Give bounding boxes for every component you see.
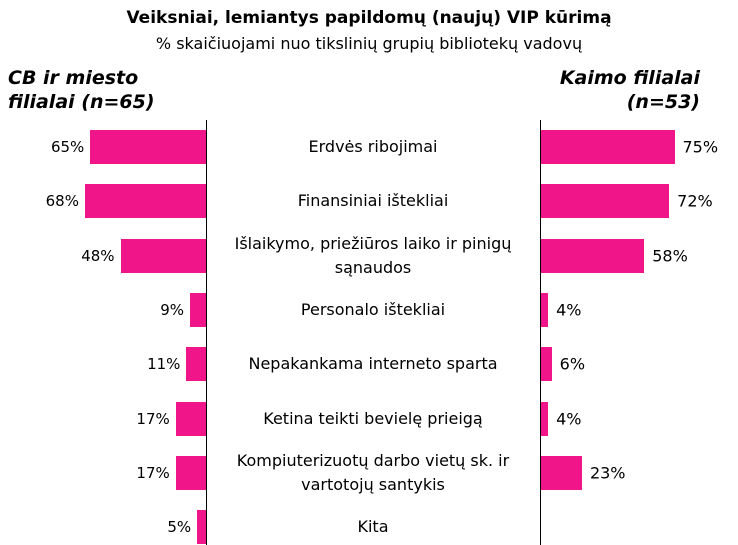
chart-title: Veiksniai, lemiantys papildomų (naujų) V…	[126, 8, 612, 28]
right-header: Kaimo filialai (n=53)	[559, 67, 700, 113]
bar	[120, 238, 206, 273]
value-label: 17%	[136, 409, 170, 428]
bar	[541, 130, 675, 164]
value-label: 4%	[556, 409, 582, 428]
bar	[90, 130, 206, 164]
value-label: 68%	[45, 192, 79, 211]
category-label: Ketina teikti bevielę prieigą	[263, 408, 483, 428]
value-label: 17%	[136, 463, 170, 482]
category-label: Nepakankama interneto sparta	[248, 354, 498, 374]
bar	[541, 347, 552, 382]
category-label: Erdvės ribojimai	[308, 137, 438, 156]
left-header: CB ir miesto filialai (n=65)	[8, 67, 155, 113]
value-label: 65%	[50, 138, 85, 156]
category-label: Personalo ištekliai	[300, 299, 446, 319]
value-label: 48%	[81, 246, 115, 265]
bar	[186, 347, 206, 382]
value-label: 9%	[160, 300, 184, 319]
value-label: 11%	[147, 355, 181, 374]
category-label: Finansiniai ištekliai	[297, 191, 449, 211]
value-label: 4%	[556, 300, 582, 320]
bar	[541, 238, 645, 273]
category-label: Išlaikymo, priežiūros laiko ir pinigų są…	[234, 233, 512, 277]
value-label: 75%	[682, 137, 719, 157]
value-label: 58%	[652, 246, 688, 266]
value-label: 23%	[589, 463, 626, 483]
value-label: 6%	[559, 354, 586, 374]
value-label: 5%	[167, 518, 192, 537]
bar	[541, 401, 549, 436]
bar	[197, 510, 206, 545]
bar	[541, 292, 549, 327]
bar	[189, 292, 206, 327]
bar	[175, 455, 206, 490]
left-axis	[206, 120, 207, 545]
value-label: 72%	[677, 191, 713, 211]
bar	[175, 401, 206, 436]
category-label: Kita	[357, 517, 389, 537]
chart-subtitle: % skaičiuojami nuo tikslinių grupių bibl…	[155, 34, 583, 53]
bar	[541, 184, 670, 219]
category-label: Kompiuterizuotų darbo vietų sk. ir varto…	[236, 450, 510, 494]
right-axis	[540, 120, 541, 545]
bar	[84, 184, 206, 219]
bar	[541, 455, 582, 490]
